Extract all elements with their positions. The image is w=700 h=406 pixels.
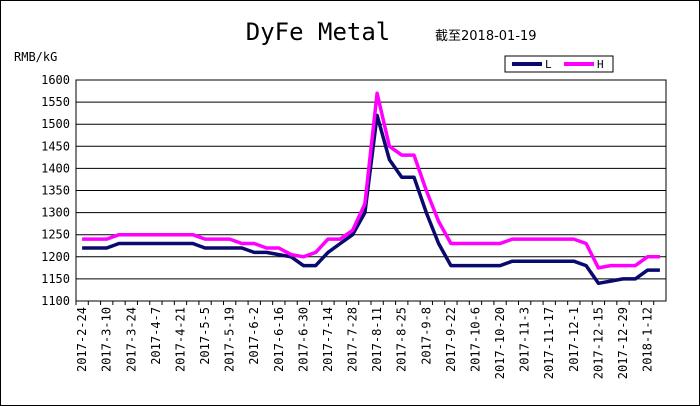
y-tick-labels: 1100 1150 1200 1250 1300 1350 1400 1450 1500 1550… [41,73,70,308]
x-tick-label: 2017-3-10 [100,307,114,372]
x-tick-labels: 2017-2-24 2017-3-10 2017-3-24 2017-4-7 2017-… [75,301,655,379]
y-tick-label: 1600 [41,73,70,87]
x-tick-label: 2017-5-19 [223,307,237,372]
y-tick-label: 1100 [41,294,70,308]
y-tick-label: 1500 [41,117,70,131]
x-tick-label: 2017-4-21 [173,307,187,372]
x-tick-label: 2017-9-8 [419,307,433,365]
x-tick-label: 2017-11-3 [518,307,532,372]
x-tick-label: 2017-6-16 [272,307,286,372]
x-tick-label: 2018-1-12 [641,307,655,372]
series-line-h [82,91,660,270]
x-tick-label: 2017-10-20 [493,307,507,379]
x-tick-label: 2017-11-17 [542,307,556,379]
y-tick-label: 1250 [41,228,70,242]
x-tick-label: 2017-12-29 [616,307,630,379]
x-tick-label: 2017-8-11 [370,307,384,372]
x-tick-label: 2017-12-15 [591,307,605,379]
chart-title: DyFe Metal [246,18,391,46]
legend: L H [504,55,614,73]
y-tick-label: 1150 [41,272,70,286]
x-tick-label: 2017-3-24 [124,307,138,372]
x-tick-label: 2017-10-6 [468,307,482,372]
series-lines [82,91,660,286]
y-tick-label: 1550 [41,95,70,109]
legend-label-l: L [545,58,552,71]
x-tick-label: 2017-5-5 [198,307,212,365]
legend-box [504,55,614,73]
gridlines [76,101,666,280]
x-tick-label: 2017-6-2 [247,307,261,365]
x-tick-label: 2017-8-25 [395,307,409,372]
x-tick-label: 2017-6-30 [296,307,310,372]
chart-subtitle: 截至2018-01-19 [435,29,537,44]
y-tick-label: 1350 [41,184,70,198]
legend-label-h: H [597,58,604,71]
x-tick-label: 2017-4-7 [149,307,163,365]
y-axis-label: RMB/kG [14,50,57,64]
x-tick-label: 2017-12-1 [567,307,581,372]
y-tick-label: 1400 [41,161,70,175]
y-tick-label: 1450 [41,139,70,153]
y-tick-label: 1300 [41,206,70,220]
x-tick-label: 2017-7-28 [346,307,360,372]
x-tick-label: 2017-9-22 [444,307,458,372]
x-tick-label: 2017-2-24 [75,307,89,372]
y-tick-label: 1200 [41,250,70,264]
x-tick-label: 2017-7-14 [321,307,335,372]
